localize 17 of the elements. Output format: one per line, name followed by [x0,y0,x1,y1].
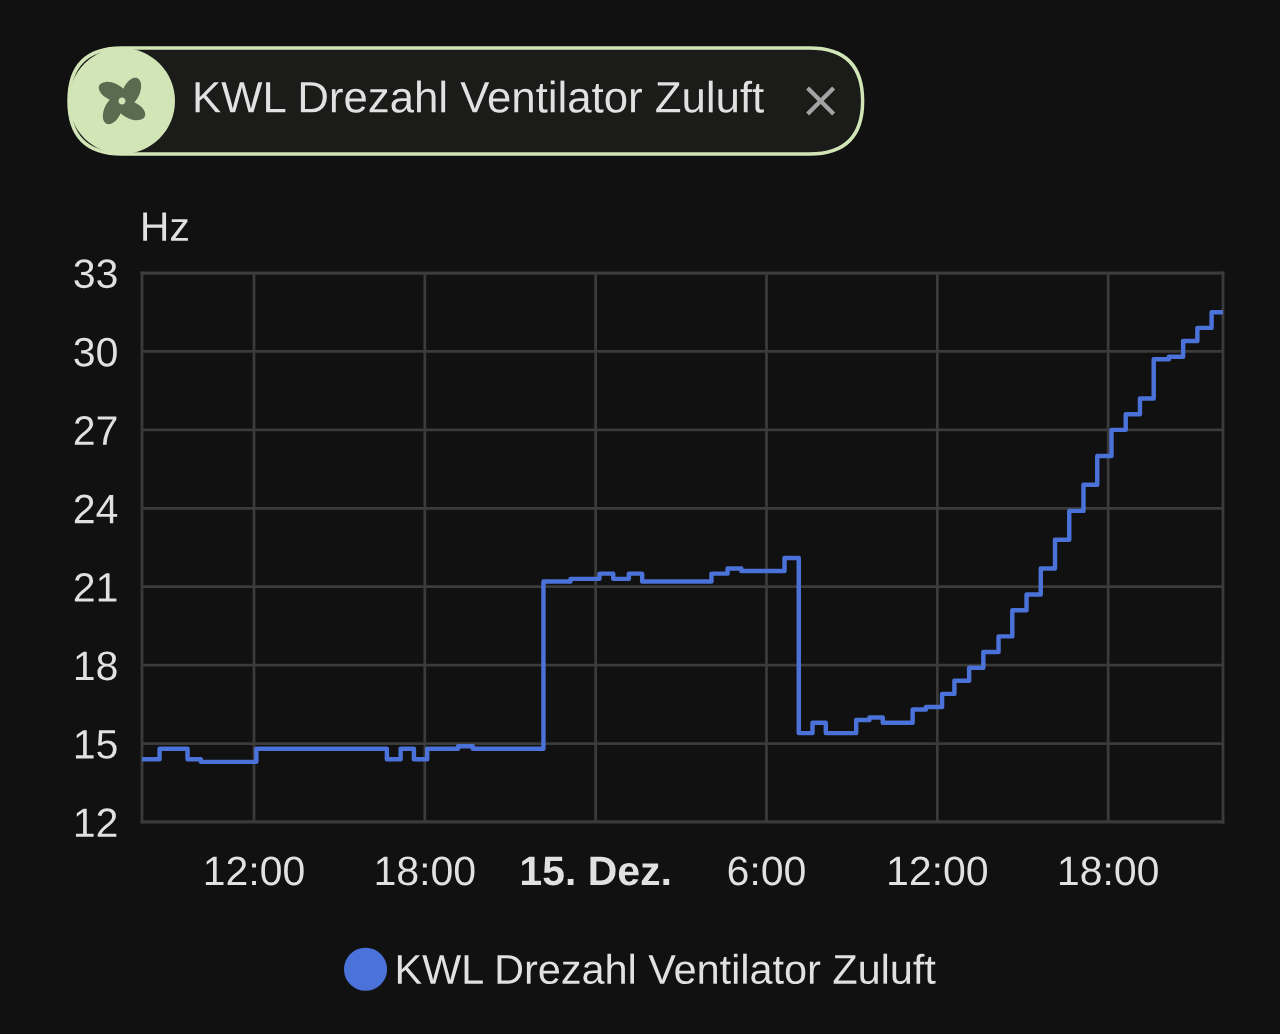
x-tick-label: 15. Dez. [521,856,670,886]
x-tick-label: 12:00 [889,856,987,886]
x-tick-label: 18:00 [376,856,475,886]
y-tick-label: 33 [74,259,117,289]
y-tick-label: 21 [74,572,117,602]
chart-title: KWL Drezahl Ventilator Zuluft [195,80,764,113]
legend-label: KWL Drezahl Ventilator Zuluft [397,953,936,985]
y-tick-label: 15 [75,730,117,759]
x-tick-label: 6:00 [728,856,805,886]
y-tick-label: 12 [75,808,117,837]
y-axis-title: Hz [143,212,188,241]
y-tick-label: 24 [74,494,118,524]
y-tick-label: 27 [74,416,117,445]
y-tick-label: 18 [75,651,117,681]
x-tick-label: 18:00 [1060,856,1158,886]
y-tick-label: 30 [74,337,117,367]
x-tick-label: 12:00 [205,856,304,886]
